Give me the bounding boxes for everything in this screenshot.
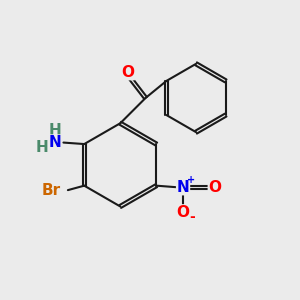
Text: N: N [48, 135, 61, 150]
Text: O: O [208, 180, 221, 195]
Text: O: O [177, 205, 190, 220]
Text: Br: Br [42, 183, 61, 198]
Text: N: N [177, 180, 189, 195]
Text: O: O [121, 64, 134, 80]
Text: H: H [36, 140, 48, 154]
Text: +: + [187, 175, 195, 185]
Text: -: - [190, 210, 196, 224]
Text: H: H [48, 123, 61, 138]
